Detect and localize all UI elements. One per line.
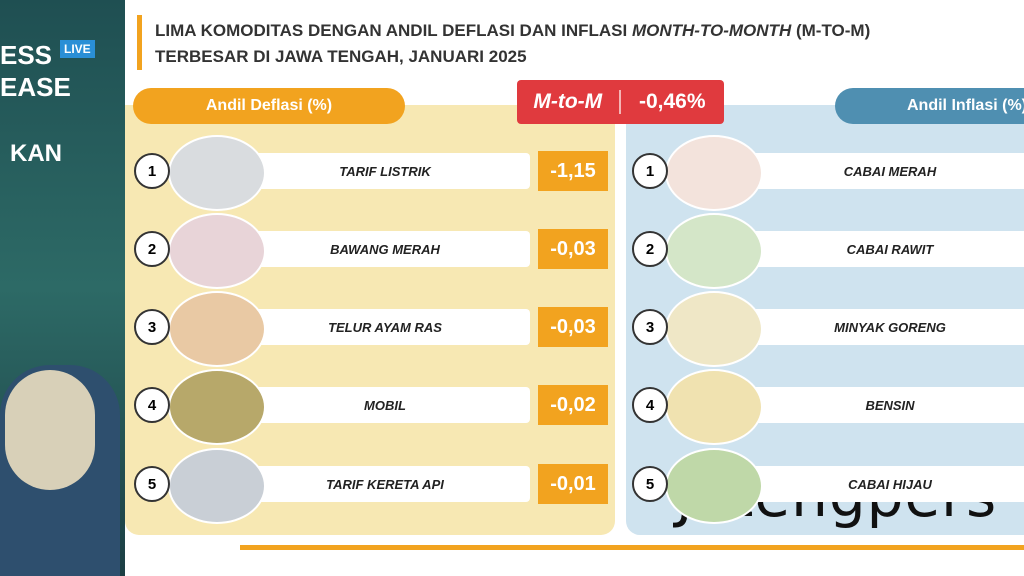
item-image xyxy=(168,213,266,289)
kan: KAN xyxy=(10,140,62,167)
item-rank: 2 xyxy=(632,231,668,267)
title: LIMA KOMODITAS DENGAN ANDIL DEFLASI DAN … xyxy=(155,18,870,70)
item-rank: 2 xyxy=(134,231,170,267)
item-image xyxy=(168,369,266,445)
item-rank: 1 xyxy=(134,153,170,189)
item-rank: 3 xyxy=(632,309,668,345)
item-rank: 4 xyxy=(134,387,170,423)
badge-label: M-to-M xyxy=(517,90,621,114)
item-image xyxy=(665,291,763,367)
item-rank: 4 xyxy=(632,387,668,423)
item-bar: CABAI MERAH xyxy=(740,153,1024,189)
item-image xyxy=(168,135,266,211)
title-text: LIMA KOMODITAS DENGAN ANDIL DEFLASI DAN … xyxy=(155,21,628,40)
item-rank: 1 xyxy=(632,153,668,189)
item-value: -0,01 xyxy=(538,464,608,504)
item-bar: BENSIN xyxy=(740,387,1024,423)
title-line: TERBESAR DI JAWA TENGAH, JANUARI 2025 xyxy=(155,47,527,66)
title-em: MONTH-TO-MONTH xyxy=(631,21,792,40)
item-image xyxy=(168,291,266,367)
item-rank: 5 xyxy=(134,466,170,502)
item-bar: TARIF KERETA API xyxy=(240,466,530,502)
badge-value: -0,46% xyxy=(638,90,706,113)
item-image xyxy=(665,369,763,445)
item-value: -1,15 xyxy=(538,151,608,191)
item-image xyxy=(665,135,763,211)
item-image xyxy=(168,448,266,524)
mtom-badge: M-to-M -0,46% xyxy=(517,80,724,124)
item-bar: BAWANG MERAH xyxy=(240,231,530,267)
sidebar: LIVE ESS EASE KAN xyxy=(0,0,125,576)
presenter-head xyxy=(5,370,95,490)
title-accent xyxy=(137,15,142,70)
live: LIVE xyxy=(60,40,95,58)
release: EASE xyxy=(0,72,71,102)
item-bar: TARIF LISTRIK xyxy=(240,153,530,189)
item-image xyxy=(665,213,763,289)
title-tail: (M-TO-M) xyxy=(795,21,871,40)
item-bar: MINYAK GORENG xyxy=(740,309,1024,345)
footer-line xyxy=(240,545,1024,550)
item-rank: 5 xyxy=(632,466,668,502)
item-bar: CABAI RAWIT xyxy=(740,231,1024,267)
item-value: -0,02 xyxy=(538,385,608,425)
item-bar: CABAI HIJAU xyxy=(740,466,1024,502)
item-value: -0,03 xyxy=(538,229,608,269)
item-bar: MOBIL xyxy=(240,387,530,423)
deflasi-heading: Andil Deflasi (%) xyxy=(133,88,405,124)
item-value: -0,03 xyxy=(538,307,608,347)
press: ESS xyxy=(0,40,53,70)
item-image xyxy=(665,448,763,524)
item-rank: 3 xyxy=(134,309,170,345)
item-bar: TELUR AYAM RAS xyxy=(240,309,530,345)
inflasi-heading: Andil Inflasi (%) xyxy=(835,88,1024,124)
